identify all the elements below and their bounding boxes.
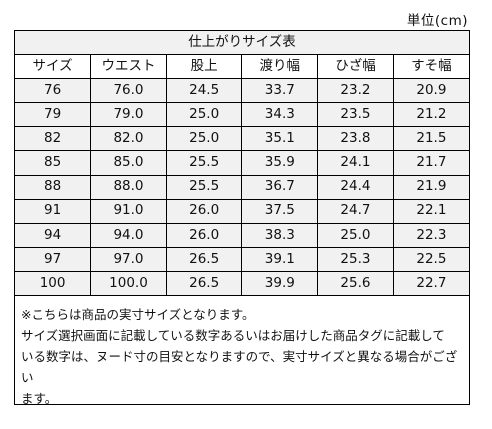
measurement-cell: 24.1 (317, 150, 394, 176)
size-cell: 94 (15, 222, 92, 248)
size-cell: 82 (15, 126, 92, 152)
table-row: 91 91.0 26.0 37.5 24.7 22.1 (15, 198, 469, 224)
measurement-cell: 35.9 (241, 150, 319, 176)
measurement-cell: 25.0 (165, 102, 243, 128)
measurement-cell: 24.7 (317, 198, 394, 224)
measurement-cell: 25.5 (165, 174, 243, 200)
measurement-cell: 25.6 (317, 270, 394, 297)
column-header: サイズ (15, 54, 92, 80)
measurement-cell: 88.0 (90, 174, 167, 200)
measurement-cell: 24.5 (165, 78, 243, 104)
table-row: 82 82.0 25.0 35.1 23.8 21.5 (15, 126, 469, 152)
measurement-cell: 91.0 (90, 198, 167, 224)
table-row: 97 97.0 26.5 39.1 25.3 22.5 (15, 246, 469, 272)
table-row: 88 88.0 25.5 36.7 24.4 21.9 (15, 174, 469, 200)
size-cell: 76 (15, 78, 92, 104)
measurement-cell: 34.3 (241, 102, 319, 128)
measurement-cell: 39.1 (241, 246, 319, 272)
measurement-cell: 21.7 (392, 150, 469, 176)
measurement-cell: 22.5 (392, 246, 469, 272)
note-line: ます。 (21, 391, 58, 406)
table-header-row: サイズ ウエスト 股上 渡り幅 ひざ幅 すそ幅 (15, 54, 469, 80)
measurement-cell: 21.9 (392, 174, 469, 200)
column-header: ひざ幅 (317, 54, 394, 80)
measurement-cell: 25.0 (317, 222, 394, 248)
column-header: 渡り幅 (241, 54, 319, 80)
size-cell: 88 (15, 174, 92, 200)
measurement-cell: 23.5 (317, 102, 394, 128)
unit-label: 単位(cm) (406, 13, 468, 29)
table-row: 79 79.0 25.0 34.3 23.5 21.2 (15, 102, 469, 128)
measurement-cell: 26.5 (165, 246, 243, 272)
measurement-cell: 85.0 (90, 150, 167, 176)
table-body: 76 76.0 24.5 33.7 23.2 20.9 79 79.0 25.0 34.3 23.5… (15, 78, 469, 297)
measurement-cell: 37.5 (241, 198, 319, 224)
measurement-cell: 82.0 (90, 126, 167, 152)
size-cell: 91 (15, 198, 92, 224)
measurement-cell: 22.1 (392, 198, 469, 224)
measurement-cell: 22.7 (392, 270, 469, 297)
size-cell: 85 (15, 150, 92, 176)
measurement-cell: 36.7 (241, 174, 319, 200)
measurement-cell: 23.8 (317, 126, 394, 152)
column-header: すそ幅 (392, 54, 469, 80)
measurement-cell: 25.0 (165, 126, 243, 152)
measurement-cell: 25.5 (165, 150, 243, 176)
measurement-cell: 23.2 (317, 78, 394, 104)
column-header: 股上 (165, 54, 243, 80)
column-header: ウエスト (90, 54, 167, 80)
note-line: いる数字は、ヌード寸の目安となりますので、実寸サイズと異なる場合がござい (21, 349, 458, 385)
measurement-cell: 21.2 (392, 102, 469, 128)
measurement-cell: 33.7 (241, 78, 319, 104)
note-line: ※こちらは商品の実寸サイズとなります。 (21, 307, 255, 322)
measurement-cell: 100.0 (90, 270, 167, 297)
measurement-cell: 35.1 (241, 126, 319, 152)
measurement-cell: 26.0 (165, 222, 243, 248)
size-cell: 97 (15, 246, 92, 272)
measurement-cell: 76.0 (90, 78, 167, 104)
measurement-cell: 25.3 (317, 246, 394, 272)
measurement-cell: 22.3 (392, 222, 469, 248)
table-row: 100 100.0 26.5 39.9 25.6 22.7 (15, 270, 469, 297)
note-line: サイズ選択画面に記載している数字あるいはお届けした商品タグに記載して (21, 328, 445, 343)
table-row: 85 85.0 25.5 35.9 24.1 21.7 (15, 150, 469, 176)
measurement-cell: 24.4 (317, 174, 394, 200)
measurement-cell: 20.9 (392, 78, 469, 104)
measurement-cell: 38.3 (241, 222, 319, 248)
table-title-row: 仕上がりサイズ表 (15, 31, 469, 56)
table-title: 仕上がりサイズ表 (15, 31, 469, 56)
measurement-cell: 97.0 (90, 246, 167, 272)
measurement-cell: 79.0 (90, 102, 167, 128)
size-note: ※こちらは商品の実寸サイズとなります。 サイズ選択画面に記載している数字あるいは… (21, 304, 465, 409)
size-cell: 100 (15, 270, 92, 297)
table-row: 94 94.0 26.0 38.3 25.0 22.3 (15, 222, 469, 248)
size-cell: 79 (15, 102, 92, 128)
measurement-cell: 39.9 (241, 270, 319, 297)
measurement-cell: 21.5 (392, 126, 469, 152)
measurement-cell: 26.0 (165, 198, 243, 224)
size-table: 仕上がりサイズ表 サイズ ウエスト 股上 渡り幅 ひざ幅 すそ幅 76 76.0 24.5 33… (15, 31, 469, 297)
measurement-cell: 94.0 (90, 222, 167, 248)
measurement-cell: 26.5 (165, 270, 243, 297)
size-chart-sheet: 仕上がりサイズ表 サイズ ウエスト 股上 渡り幅 ひざ幅 すそ幅 76 76.0 24.5 33… (14, 30, 470, 406)
table-row: 76 76.0 24.5 33.7 23.2 20.9 (15, 78, 469, 104)
